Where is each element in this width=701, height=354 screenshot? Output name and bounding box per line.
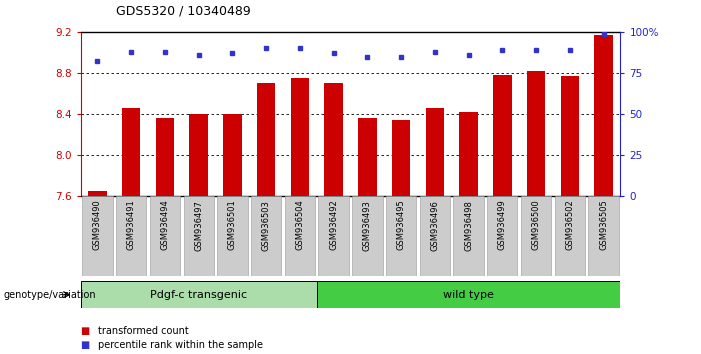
- Bar: [257, 83, 275, 196]
- Text: genotype/variation: genotype/variation: [4, 290, 96, 300]
- Bar: [420, 196, 450, 276]
- Text: GSM936497: GSM936497: [194, 200, 203, 251]
- Bar: [122, 108, 140, 196]
- Bar: [459, 112, 478, 196]
- Bar: [150, 196, 180, 276]
- Bar: [358, 118, 376, 196]
- Text: Pdgf-c transgenic: Pdgf-c transgenic: [150, 290, 247, 300]
- Bar: [594, 35, 613, 196]
- Text: GSM936491: GSM936491: [127, 200, 136, 250]
- Text: GSM936502: GSM936502: [565, 200, 574, 250]
- Bar: [318, 196, 349, 276]
- Bar: [189, 114, 208, 196]
- Text: percentile rank within the sample: percentile rank within the sample: [98, 340, 263, 350]
- Text: transformed count: transformed count: [98, 326, 189, 336]
- Bar: [561, 76, 579, 196]
- Bar: [392, 120, 410, 196]
- Text: GSM936492: GSM936492: [329, 200, 338, 250]
- Text: GSM936503: GSM936503: [261, 200, 271, 251]
- Text: GSM936500: GSM936500: [531, 200, 540, 250]
- Bar: [82, 196, 113, 276]
- Bar: [88, 191, 107, 196]
- Bar: [454, 196, 484, 276]
- Bar: [116, 196, 147, 276]
- Text: GSM936494: GSM936494: [161, 200, 170, 250]
- Text: GSM936495: GSM936495: [397, 200, 406, 250]
- Bar: [81, 281, 317, 308]
- Bar: [588, 196, 619, 276]
- Bar: [291, 78, 309, 196]
- Text: GSM936493: GSM936493: [363, 200, 372, 251]
- Text: GSM936490: GSM936490: [93, 200, 102, 250]
- Bar: [426, 108, 444, 196]
- Bar: [325, 83, 343, 196]
- Bar: [386, 196, 416, 276]
- Text: GSM936499: GSM936499: [498, 200, 507, 250]
- Text: ■: ■: [81, 340, 90, 350]
- Text: GSM936505: GSM936505: [599, 200, 608, 250]
- Bar: [285, 196, 315, 276]
- Bar: [217, 196, 247, 276]
- Bar: [184, 196, 214, 276]
- Bar: [317, 281, 620, 308]
- Text: GSM936504: GSM936504: [295, 200, 304, 250]
- Bar: [156, 118, 175, 196]
- Text: GSM936498: GSM936498: [464, 200, 473, 251]
- Bar: [223, 114, 242, 196]
- Bar: [352, 196, 383, 276]
- Text: GSM936501: GSM936501: [228, 200, 237, 250]
- Bar: [493, 75, 512, 196]
- Bar: [526, 71, 545, 196]
- Text: GDS5320 / 10340489: GDS5320 / 10340489: [116, 5, 250, 18]
- Bar: [554, 196, 585, 276]
- Text: wild type: wild type: [443, 290, 494, 300]
- Text: ■: ■: [81, 326, 90, 336]
- Bar: [487, 196, 517, 276]
- Text: GSM936496: GSM936496: [430, 200, 440, 251]
- Bar: [521, 196, 551, 276]
- Bar: [251, 196, 281, 276]
